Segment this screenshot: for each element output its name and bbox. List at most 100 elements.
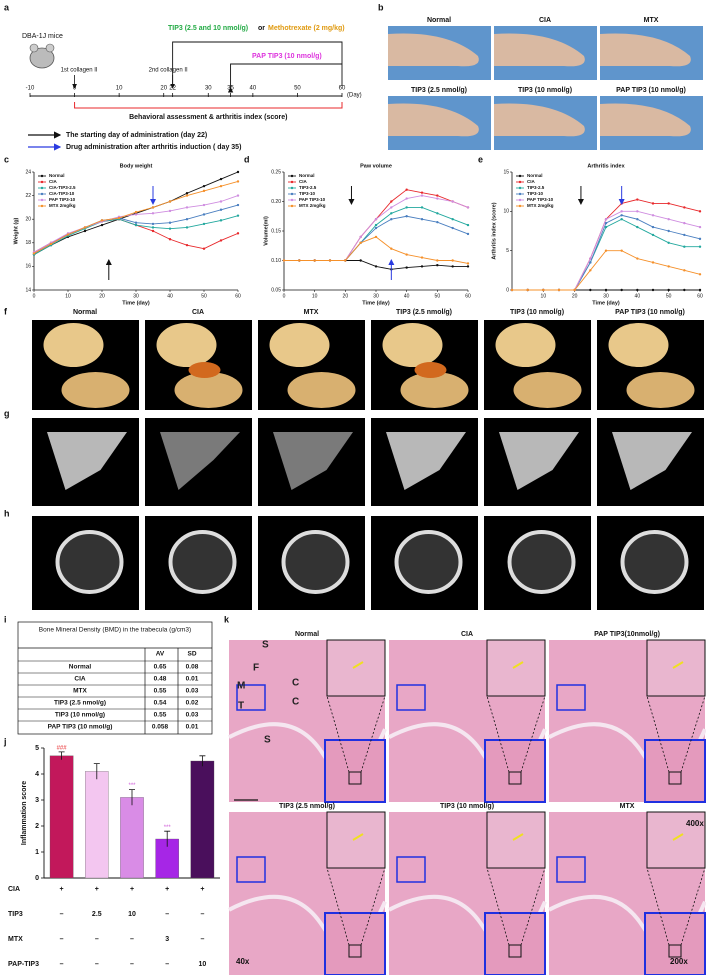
- legend-label: PAP TIP3-10: [49, 197, 76, 202]
- timeline-tick-label: 30: [205, 86, 212, 92]
- zoom-lines: [486, 867, 546, 946]
- legend-marker: [518, 198, 522, 202]
- condition-cell: +: [60, 886, 64, 893]
- bone-3d: [269, 323, 330, 367]
- x-tick-label: 20: [99, 293, 105, 299]
- histology-label: CIA: [461, 631, 473, 638]
- series-marker: [466, 223, 470, 227]
- series-marker: [298, 259, 301, 262]
- table-row-label: MTX: [73, 688, 87, 695]
- table-cell: 0.55: [154, 688, 167, 695]
- bone-3d: [608, 323, 669, 367]
- series-marker: [83, 229, 87, 233]
- series-marker: [466, 262, 470, 265]
- zoom-lines: [646, 695, 706, 773]
- roi-box-small: [348, 771, 362, 785]
- histology-label: TIP3 (10 nmol/g): [440, 803, 494, 810]
- bone-3d: [43, 323, 104, 367]
- series-marker: [589, 257, 592, 260]
- legend-label: CIA: [49, 179, 58, 184]
- series-marker: [451, 265, 454, 268]
- roi-box: [556, 684, 586, 711]
- series-marker: [620, 288, 623, 292]
- x-tick-label: 40: [167, 293, 173, 299]
- series-marker: [420, 194, 424, 197]
- series-marker: [236, 170, 240, 174]
- x-axis-label: Time (day): [362, 300, 390, 306]
- condition-cell: –: [165, 961, 169, 968]
- y-tick-label: 18: [25, 240, 31, 246]
- series-marker: [168, 227, 172, 230]
- pap-label: PAP TIP3 (10 nmol/g): [252, 53, 322, 60]
- table-cell: 0.01: [186, 724, 199, 731]
- timeline-tick-label: 10: [116, 86, 123, 92]
- series-marker: [636, 218, 639, 221]
- mouse-ear: [45, 43, 55, 53]
- series-marker: [698, 288, 702, 292]
- x-axis-label: Time (day): [122, 300, 150, 306]
- x-tick-label: 50: [435, 293, 441, 299]
- series-marker: [436, 212, 439, 215]
- treatment-mtx: Methotrexate (2 mg/kg): [268, 25, 345, 32]
- series-marker: [390, 247, 393, 250]
- series-marker: [683, 206, 686, 209]
- series-marker: [359, 235, 362, 239]
- bar: [85, 771, 109, 879]
- legend-marker: [290, 198, 294, 202]
- legend-marker: [290, 180, 294, 184]
- bone-section: [168, 530, 237, 594]
- bone-section: [394, 530, 463, 594]
- inset-mid: [644, 912, 706, 975]
- series-marker: [667, 218, 670, 221]
- series-marker: [151, 229, 155, 233]
- legend-marker: [40, 174, 44, 178]
- series-marker: [683, 233, 686, 237]
- trabecula-shape: [47, 432, 127, 490]
- x-axis-label: Time (day): [592, 300, 620, 306]
- boost-label: 2nd collagen II: [149, 68, 188, 74]
- inset-mid: [644, 739, 706, 803]
- condition-cell: –: [165, 911, 169, 918]
- y-axis-label: Arthritis index (score): [491, 202, 497, 259]
- error-bar: [58, 751, 65, 760]
- series-marker: [390, 218, 393, 221]
- series-marker: [604, 249, 608, 252]
- roi-box-small: [508, 944, 522, 958]
- series-marker: [134, 221, 138, 224]
- series-marker: [66, 233, 70, 236]
- series-marker: [436, 259, 439, 262]
- zoom-lines: [486, 695, 546, 773]
- series-marker: [236, 214, 240, 217]
- condition-label: MTX: [8, 936, 23, 943]
- series-marker: [651, 214, 655, 217]
- condition-cell: 3: [165, 936, 169, 943]
- series-marker: [202, 189, 206, 193]
- roi-box: [236, 856, 266, 883]
- series-marker: [466, 232, 470, 236]
- series-marker: [185, 192, 189, 195]
- series-marker: [202, 222, 206, 226]
- series-marker: [557, 288, 561, 292]
- x-tick-label: 10: [312, 293, 318, 299]
- series-marker: [667, 288, 670, 292]
- legend-text: Drug administration after arthritis indu…: [66, 144, 241, 151]
- series-marker: [83, 226, 87, 229]
- series-marker: [698, 237, 702, 241]
- paw-shape: [388, 103, 479, 137]
- series-marker: [219, 177, 223, 181]
- series-marker: [698, 245, 702, 248]
- column-label: TIP3 (10 nmol/g): [510, 309, 564, 316]
- series-line: [284, 236, 469, 264]
- error-bar: [199, 755, 206, 767]
- y-tick-label: 0.25: [271, 169, 281, 175]
- legend-label: TIP3-10: [299, 191, 316, 196]
- series-marker: [328, 259, 332, 262]
- column-label: Normal: [73, 309, 97, 316]
- significance-label: ***: [164, 825, 172, 831]
- error-bar: [129, 789, 135, 806]
- series-marker: [185, 194, 189, 197]
- table-header: AV: [156, 651, 165, 658]
- series-marker: [651, 225, 655, 229]
- yellow-arrow: [512, 833, 524, 841]
- series-marker: [589, 261, 592, 264]
